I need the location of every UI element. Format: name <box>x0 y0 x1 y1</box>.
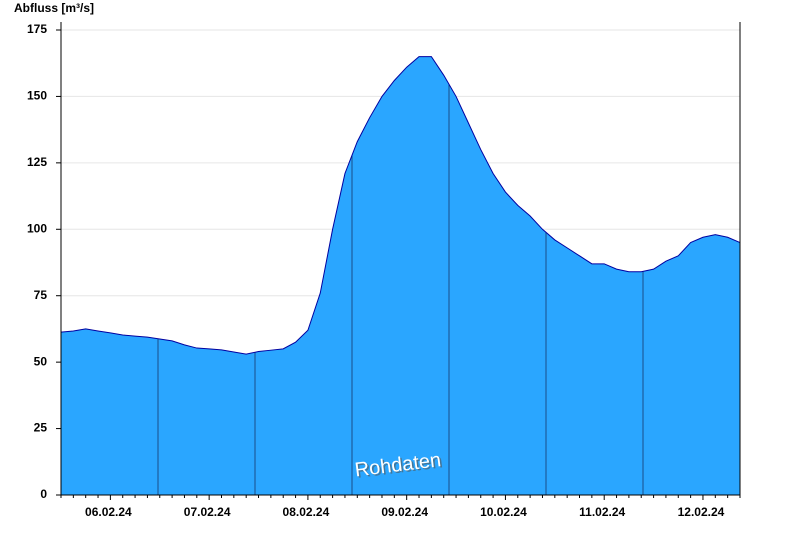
x-tick-label: 08.02.24 <box>283 505 330 519</box>
x-tick-label: 11.02.24 <box>579 505 625 519</box>
x-tick-label: 09.02.24 <box>381 505 428 519</box>
y-tick-label: 0 <box>40 487 47 501</box>
area <box>61 56 740 495</box>
x-tick-label: 06.02.24 <box>85 505 132 519</box>
line <box>60 56 741 355</box>
y-tick-label: 50 <box>34 354 48 368</box>
x-tick-label: 10.02.24 <box>480 505 527 519</box>
y-tick-label: 125 <box>27 155 47 169</box>
y-tick-label: 100 <box>27 221 47 235</box>
x-tick-label: 07.02.24 <box>184 505 231 519</box>
y-tick-label: 75 <box>34 288 48 302</box>
y-tick-label: 150 <box>27 89 47 103</box>
y-axis-label: Abfluss [m³/s] <box>14 1 94 15</box>
y-tick-label: 25 <box>34 421 48 435</box>
x-tick-label: 12.02.24 <box>678 505 725 519</box>
y-tick-label: 175 <box>27 22 47 36</box>
